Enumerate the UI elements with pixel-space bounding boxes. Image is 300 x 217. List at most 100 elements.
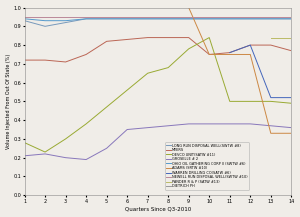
ADAMS (SRTW #10) (207, 53, 211, 56)
NEWELL RUN DISPOSAL WELL(SWTW #10) (146, 16, 149, 18)
OHIO OIL GATHERING CORP II (SWTW #6) (228, 18, 232, 20)
GROSELLE # 2 (84, 158, 88, 161)
OHIO OIL GATHERING CORP II (SWTW #6) (269, 18, 273, 20)
GROSELLE # 2 (105, 147, 108, 150)
DEVCO UNIT(SATW #11) (290, 102, 293, 105)
DEVCO UNIT(SATW #11) (187, 48, 190, 50)
Line: LONG RUN DISPOSAL WELL(SWTW #8): LONG RUN DISPOSAL WELL(SWTW #8) (25, 19, 291, 26)
Legend: LONG RUN DISPOSAL WELL(SWTW #8), MYERS, DEVCO UNIT(SATW #11), GROSELLE # 2, OHIO: LONG RUN DISPOSAL WELL(SWTW #8), MYERS, … (165, 142, 249, 190)
OHIO OIL GATHERING CORP II (SWTW #6) (125, 18, 129, 20)
LONG RUN DISPOSAL WELL(SWTW #8) (64, 21, 68, 24)
Line: MYERS: MYERS (25, 38, 291, 62)
LONG RUN DISPOSAL WELL(SWTW #8) (146, 18, 149, 20)
GROSELLE # 2 (248, 123, 252, 125)
LONG RUN DISPOSAL WELL(SWTW #8) (23, 19, 26, 22)
GROSELLE # 2 (207, 123, 211, 125)
WARREN DRILLING CO(SATW #6) (248, 44, 252, 46)
ADAMS (SRTW #10) (248, 53, 252, 56)
MYERS (167, 36, 170, 39)
Line: WARREN DRILLING CO(SATW #6): WARREN DRILLING CO(SATW #6) (230, 45, 291, 98)
OHIO OIL GATHERING CORP II (SWTW #6) (187, 18, 190, 20)
MYERS (290, 49, 293, 52)
OHIO OIL GATHERING CORP II (SWTW #6) (43, 19, 47, 22)
LONG RUN DISPOSAL WELL(SWTW #8) (105, 18, 108, 20)
DEVCO UNIT(SATW #11) (167, 66, 170, 69)
OHIO OIL GATHERING CORP II (SWTW #6) (290, 18, 293, 20)
NEWELL RUN DISPOSAL WELL(SWTW #10) (43, 16, 47, 18)
GROSELLE # 2 (269, 125, 273, 127)
OHIO OIL GATHERING CORP II (SWTW #6) (146, 18, 149, 20)
GROSELLE # 2 (228, 123, 232, 125)
MYERS (248, 44, 252, 46)
LONG RUN DISPOSAL WELL(SWTW #8) (207, 18, 211, 20)
LONG RUN DISPOSAL WELL(SWTW #8) (125, 18, 129, 20)
GROSELLE # 2 (23, 155, 26, 157)
Line: OHIO OIL GATHERING CORP II (SWTW #6): OHIO OIL GATHERING CORP II (SWTW #6) (25, 19, 291, 21)
NEWELL RUN DISPOSAL WELL(SWTW #10) (167, 16, 170, 18)
DEVCO UNIT(SATW #11) (207, 36, 211, 39)
NEWELL RUN DISPOSAL WELL(SWTW #10) (64, 16, 68, 18)
OHIO OIL GATHERING CORP II (SWTW #6) (248, 18, 252, 20)
Y-axis label: Volume Injected From Out Of State (%): Volume Injected From Out Of State (%) (6, 54, 10, 149)
WARREN DRILLING CO(SATW #6) (269, 96, 273, 99)
MYERS (228, 51, 232, 54)
NEWELL RUN DISPOSAL WELL(SWTW #10) (23, 16, 26, 18)
GROSELLE # 2 (43, 153, 47, 155)
OHIO OIL GATHERING CORP II (SWTW #6) (167, 18, 170, 20)
GROSELLE # 2 (187, 123, 190, 125)
MYERS (187, 36, 190, 39)
ADAMS (SRTW #10) (290, 132, 293, 135)
LONG RUN DISPOSAL WELL(SWTW #8) (248, 18, 252, 20)
LONG RUN DISPOSAL WELL(SWTW #8) (228, 18, 232, 20)
GROSELLE # 2 (167, 125, 170, 127)
ADAMS (SRTW #10) (269, 132, 273, 135)
Line: DEVCO UNIT(SATW #11): DEVCO UNIT(SATW #11) (25, 38, 291, 152)
LONG RUN DISPOSAL WELL(SWTW #8) (269, 18, 273, 20)
LONG RUN DISPOSAL WELL(SWTW #8) (43, 25, 47, 28)
MYERS (125, 38, 129, 41)
MYERS (146, 36, 149, 39)
DEVCO UNIT(SATW #11) (64, 138, 68, 140)
WARREN DRILLING CO(SATW #6) (290, 96, 293, 99)
DEVCO UNIT(SATW #11) (146, 72, 149, 74)
NEWELL RUN DISPOSAL WELL(SWTW #10) (105, 16, 108, 18)
LONG RUN DISPOSAL WELL(SWTW #8) (290, 18, 293, 20)
Line: GROSELLE # 2: GROSELLE # 2 (25, 124, 291, 159)
GROSELLE # 2 (125, 128, 129, 131)
MYERS (64, 61, 68, 63)
NEWELL RUN DISPOSAL WELL(SWTW #10) (207, 16, 211, 18)
NEWELL RUN DISPOSAL WELL(SWTW #10) (125, 16, 129, 18)
OHIO OIL GATHERING CORP II (SWTW #6) (207, 18, 211, 20)
ADAMS (SRTW #10) (228, 53, 232, 56)
NEWELL RUN DISPOSAL WELL(SWTW #10) (187, 16, 190, 18)
DEVCO UNIT(SATW #11) (125, 89, 129, 91)
OHIO OIL GATHERING CORP II (SWTW #6) (84, 18, 88, 20)
MYERS (105, 40, 108, 43)
MYERS (269, 44, 273, 46)
NEWELL RUN DISPOSAL WELL(SWTW #10) (228, 16, 232, 18)
NEWELL RUN DISPOSAL WELL(SWTW #10) (84, 16, 88, 18)
NEWELL RUN DISPOSAL WELL(SWTW #10) (290, 16, 293, 18)
DEVCO UNIT(SATW #11) (43, 151, 47, 153)
Line: ADAMS (SRTW #10): ADAMS (SRTW #10) (189, 8, 291, 133)
ADAMS (SRTW #10) (187, 6, 190, 9)
PANDER R & P (SATW #13) (290, 36, 293, 39)
MYERS (207, 53, 211, 56)
X-axis label: Quarters Since Q3-2010: Quarters Since Q3-2010 (125, 206, 191, 211)
NEWELL RUN DISPOSAL WELL(SWTW #10) (269, 16, 273, 18)
MYERS (84, 53, 88, 56)
DEVCO UNIT(SATW #11) (23, 141, 26, 144)
DEVCO UNIT(SATW #11) (84, 123, 88, 125)
DEVCO UNIT(SATW #11) (269, 100, 273, 103)
GROSELLE # 2 (146, 126, 149, 129)
LONG RUN DISPOSAL WELL(SWTW #8) (187, 18, 190, 20)
DEVCO UNIT(SATW #11) (248, 100, 252, 103)
OHIO OIL GATHERING CORP II (SWTW #6) (105, 18, 108, 20)
WARREN DRILLING CO(SATW #6) (228, 51, 232, 54)
OHIO OIL GATHERING CORP II (SWTW #6) (23, 18, 26, 20)
DEVCO UNIT(SATW #11) (228, 100, 232, 103)
NEWELL RUN DISPOSAL WELL(SWTW #10) (248, 16, 252, 18)
MYERS (43, 59, 47, 61)
GROSELLE # 2 (290, 126, 293, 129)
GROSELLE # 2 (64, 156, 68, 159)
